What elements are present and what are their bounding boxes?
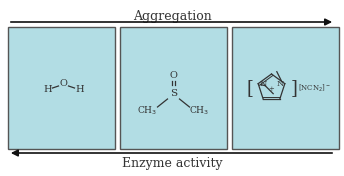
Text: Enzyme activity: Enzyme activity [122, 157, 222, 170]
Text: +: + [269, 85, 275, 93]
Text: O: O [60, 78, 67, 87]
Text: CH$_3$: CH$_3$ [189, 105, 209, 117]
Text: ]: ] [291, 79, 298, 97]
Text: Aggregation: Aggregation [133, 10, 211, 23]
Text: N: N [259, 80, 267, 88]
Text: N: N [277, 80, 284, 88]
Text: [: [ [246, 79, 253, 97]
Text: H: H [43, 86, 52, 95]
Text: O: O [170, 71, 178, 80]
Text: S: S [170, 89, 177, 98]
Text: [NCN$_2$]$^-$: [NCN$_2$]$^-$ [298, 82, 331, 94]
Bar [120, 27, 227, 149]
Text: CH$_3$: CH$_3$ [137, 105, 158, 117]
Text: H: H [75, 86, 84, 95]
Bar [8, 27, 115, 149]
Bar [232, 27, 339, 149]
